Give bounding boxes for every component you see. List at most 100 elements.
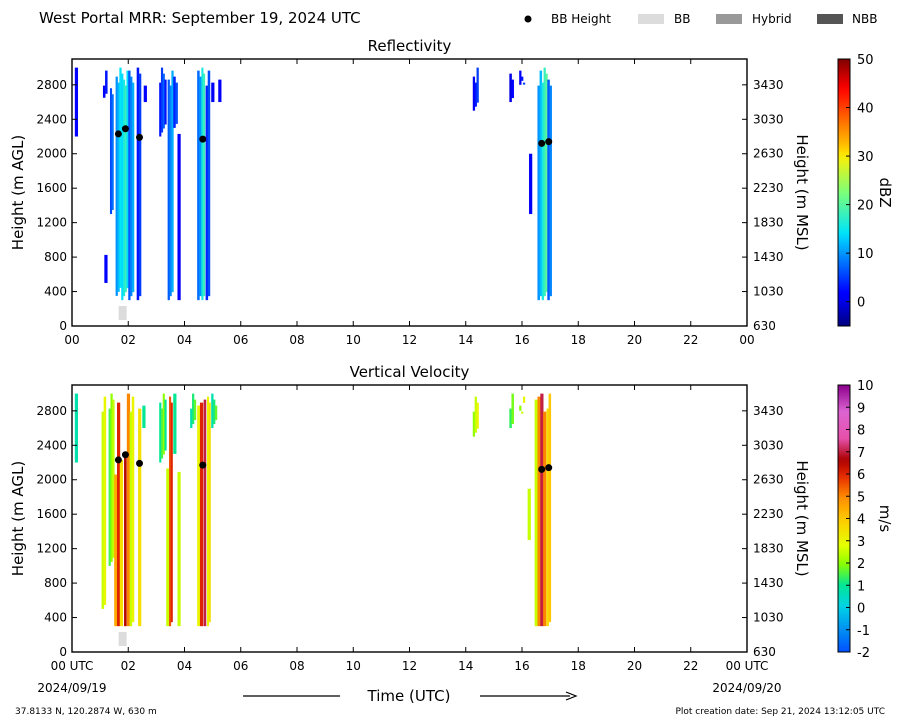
y-right-tick-label: 630 bbox=[753, 645, 776, 659]
precip-cell bbox=[104, 254, 108, 283]
precip-cell bbox=[207, 70, 211, 297]
x-tick-label: 12 bbox=[402, 659, 417, 673]
x-tick-label: 18 bbox=[571, 333, 586, 347]
y-right-tick-label: 1030 bbox=[753, 611, 784, 625]
precip-cell bbox=[521, 76, 524, 81]
y-tick-label: 2000 bbox=[36, 147, 67, 161]
precip-cell bbox=[74, 67, 79, 137]
precip-cell bbox=[193, 399, 197, 421]
colorbar-tick-label: -1 bbox=[857, 624, 870, 639]
precip-cell bbox=[211, 393, 214, 429]
colorbar-tick-label: -2 bbox=[857, 646, 870, 661]
colorbar-tick-label: 30 bbox=[857, 150, 874, 165]
bb-height-marker bbox=[199, 135, 207, 143]
y-tick-label: 400 bbox=[44, 285, 67, 299]
y-right-tick-label: 630 bbox=[753, 319, 776, 333]
precip-cell bbox=[110, 393, 113, 562]
bb-height-marker bbox=[121, 451, 129, 459]
y-right-tick-label: 1830 bbox=[753, 542, 784, 556]
precip-cell bbox=[529, 153, 533, 215]
precip-cell bbox=[166, 468, 170, 627]
bb-flag-bb bbox=[118, 306, 127, 320]
precip-cell bbox=[160, 408, 164, 459]
x-tick-label: 22 bbox=[683, 333, 698, 347]
y-tick-label: 0 bbox=[59, 645, 67, 659]
x-tick-label: 16 bbox=[514, 659, 529, 673]
precip-cell bbox=[169, 85, 172, 297]
precip-cell bbox=[203, 73, 206, 297]
precip-cell bbox=[169, 396, 172, 627]
x-tick-label: 06 bbox=[233, 333, 248, 347]
precip-cell bbox=[218, 79, 222, 103]
bb-height-marker bbox=[136, 459, 143, 467]
precip-cell bbox=[164, 79, 167, 125]
y-right-tick-label: 2630 bbox=[753, 147, 784, 161]
colorbar-tick-label: 8 bbox=[857, 424, 865, 439]
precip-cell bbox=[142, 405, 146, 429]
precip-cell bbox=[540, 393, 544, 627]
colorbar-tick-label: 6 bbox=[857, 468, 865, 483]
precip-cell bbox=[171, 70, 174, 293]
precip-cell bbox=[527, 488, 531, 541]
precip-cell bbox=[121, 73, 124, 301]
precip-cell bbox=[117, 402, 121, 627]
legend-patch-hybrid bbox=[716, 14, 742, 24]
bb-height-marker bbox=[199, 461, 207, 469]
precip-cell bbox=[177, 133, 181, 301]
x-tick-label: 10 bbox=[346, 659, 361, 673]
precip-cell bbox=[162, 393, 165, 455]
x-tick-label: 00 bbox=[739, 333, 754, 347]
y-tick-label: 1200 bbox=[36, 542, 67, 556]
y-tick-label: 400 bbox=[44, 611, 67, 625]
x-tick-label: 16 bbox=[514, 333, 529, 347]
precip-cell bbox=[173, 393, 177, 454]
colorbar-label-1: m/s bbox=[876, 505, 894, 533]
precip-cell bbox=[522, 82, 526, 85]
precip-cell bbox=[474, 82, 477, 107]
colorbar-tick-label: 0 bbox=[857, 296, 865, 311]
precip-cell bbox=[130, 76, 133, 297]
precip-cell bbox=[213, 399, 216, 425]
precip-cell bbox=[114, 474, 118, 627]
y-right-tick-label: 1030 bbox=[753, 285, 784, 299]
legend-label-1: BB bbox=[674, 12, 690, 26]
x-tick-label: 08 bbox=[289, 333, 304, 347]
y-tick-label: 2000 bbox=[36, 473, 67, 487]
figure-legend: BB Height BB Hybrid NBB bbox=[524, 12, 877, 26]
precip-cell bbox=[537, 396, 541, 627]
y-right-tick-label: 3430 bbox=[753, 404, 784, 418]
y-tick-label: 1600 bbox=[36, 507, 67, 521]
colorbar-tick-label: 9 bbox=[857, 401, 865, 416]
precip-cell bbox=[124, 456, 127, 627]
precip-cell bbox=[138, 408, 142, 627]
precip-cell bbox=[519, 70, 522, 85]
precip-cell bbox=[117, 82, 120, 292]
precip-cell bbox=[192, 393, 195, 425]
precip-cell bbox=[546, 408, 549, 627]
bb-height-marker bbox=[538, 139, 546, 147]
precip-cell bbox=[119, 67, 122, 288]
precip-cell bbox=[476, 67, 479, 103]
precip-cell bbox=[111, 94, 114, 211]
y-axis-label-1: Height (m AGL) bbox=[9, 461, 27, 576]
y-tick-label: 1200 bbox=[36, 216, 67, 230]
bb-height-marker bbox=[545, 138, 553, 146]
legend-label-2: Hybrid bbox=[752, 12, 792, 26]
panel-title-0: Reflectivity bbox=[368, 37, 452, 55]
precip-cell bbox=[175, 82, 178, 124]
date-end-label: 2024/09/20 bbox=[712, 681, 781, 695]
y-tick-label: 800 bbox=[44, 576, 67, 590]
precip-cell bbox=[160, 67, 164, 133]
y-right-tick-label: 3430 bbox=[753, 78, 784, 92]
precip-cell bbox=[177, 471, 181, 627]
precip-cell bbox=[167, 79, 170, 301]
precip-cell bbox=[103, 396, 107, 605]
precip-cell bbox=[128, 70, 131, 301]
precip-cell bbox=[534, 399, 538, 627]
x-tick-label: 10 bbox=[346, 333, 361, 347]
precip-cell bbox=[162, 73, 165, 129]
legend-patch-nbb bbox=[817, 14, 843, 24]
y-tick-label: 2400 bbox=[36, 112, 67, 126]
